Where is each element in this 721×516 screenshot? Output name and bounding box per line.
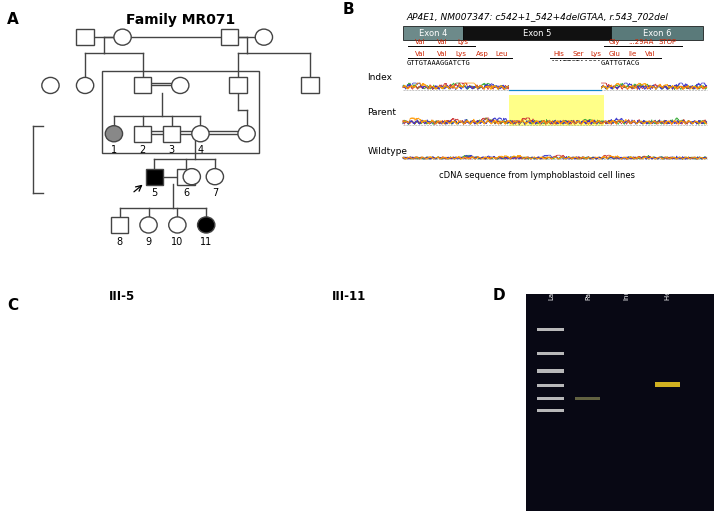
Bar (536, 328, 564, 331)
Text: 4: 4 (198, 146, 203, 155)
Bar (509, 61, 601, 90)
Circle shape (169, 217, 186, 233)
Bar (134, 126, 151, 142)
Text: Ile: Ile (629, 52, 637, 57)
Text: 1: 1 (111, 146, 117, 155)
Text: 9: 9 (146, 236, 151, 247)
Bar (575, 397, 601, 400)
Text: Family MR071: Family MR071 (125, 13, 235, 27)
Circle shape (192, 126, 209, 142)
Bar (536, 369, 564, 373)
Text: Ser: Ser (572, 52, 583, 57)
Bar (102, 71, 259, 153)
Circle shape (42, 77, 59, 93)
Text: III-5: III-5 (108, 290, 135, 303)
Circle shape (198, 217, 215, 233)
Bar (134, 77, 151, 93)
Bar (536, 397, 564, 400)
Bar (463, 26, 611, 40)
Circle shape (206, 169, 224, 185)
Text: Lys: Lys (590, 52, 601, 57)
Text: Parent: Parent (586, 278, 592, 300)
Bar (177, 169, 195, 185)
Bar (229, 77, 247, 93)
Bar (221, 29, 238, 45)
Bar (163, 126, 180, 142)
Circle shape (114, 29, 131, 45)
Text: III-11: III-11 (332, 290, 366, 303)
Bar (655, 382, 681, 387)
Text: Lys: Lys (457, 39, 469, 45)
Text: AP4E1, NM007347: c542+1_542+4delGTAA, r.543_702del: AP4E1, NM007347: c542+1_542+4delGTAA, r.… (406, 12, 668, 21)
Text: A: A (7, 12, 19, 27)
Text: 11: 11 (200, 236, 212, 247)
Circle shape (76, 77, 94, 93)
Text: Leu: Leu (495, 52, 508, 57)
Circle shape (183, 169, 200, 185)
Text: Exon 5: Exon 5 (523, 28, 552, 38)
Text: 3: 3 (169, 146, 174, 155)
Bar (536, 384, 564, 387)
Bar (301, 77, 319, 93)
Text: Val: Val (436, 39, 447, 45)
Text: B: B (343, 3, 355, 18)
Bar (146, 169, 163, 185)
Text: ACATTCTAAGGAGATTGTACG: ACATTCTAAGGAGATTGTACG (552, 60, 640, 67)
Text: Asp: Asp (476, 52, 489, 57)
Text: Exon 4: Exon 4 (419, 28, 447, 38)
Text: 7: 7 (212, 188, 218, 198)
Bar (111, 217, 128, 233)
Text: Val: Val (415, 52, 426, 57)
Text: Index: Index (624, 281, 629, 300)
Circle shape (140, 217, 157, 233)
Circle shape (255, 29, 273, 45)
Text: Index: Index (368, 73, 392, 82)
Text: Healthy Sibling: Healthy Sibling (665, 247, 671, 300)
Text: Val: Val (645, 52, 655, 57)
Text: 10: 10 (172, 236, 183, 247)
Text: Gly: Gly (609, 39, 621, 45)
Text: 5: 5 (151, 188, 157, 198)
Text: STOP: STOP (659, 39, 677, 45)
Text: Parent: Parent (368, 108, 397, 117)
Text: Glu: Glu (609, 52, 621, 57)
Text: 6: 6 (183, 188, 189, 198)
Text: Val: Val (436, 52, 447, 57)
Text: Ladder: Ladder (549, 276, 554, 300)
Text: Exon 6: Exon 6 (643, 28, 671, 38)
Text: Val: Val (415, 39, 426, 45)
Bar (403, 26, 463, 40)
Text: His: His (553, 52, 564, 57)
Text: cDNA sequence from lymphoblastoid cell lines: cDNA sequence from lymphoblastoid cell l… (439, 171, 635, 180)
Text: Lys: Lys (456, 52, 466, 57)
Text: D: D (493, 288, 505, 303)
Text: Wildtype: Wildtype (368, 147, 407, 156)
Text: GTTGTAAAGGATCTG: GTTGTAAAGGATCTG (407, 60, 470, 67)
Bar (536, 409, 564, 412)
Circle shape (238, 126, 255, 142)
Text: 2: 2 (140, 146, 146, 155)
Text: 8: 8 (117, 236, 123, 247)
Bar (536, 351, 564, 355)
Text: C: C (7, 298, 18, 313)
Bar (509, 95, 604, 126)
Bar (76, 29, 94, 45)
Circle shape (105, 126, 123, 142)
Text: ...29AA: ...29AA (629, 39, 654, 45)
Circle shape (172, 77, 189, 93)
Bar (611, 26, 703, 40)
